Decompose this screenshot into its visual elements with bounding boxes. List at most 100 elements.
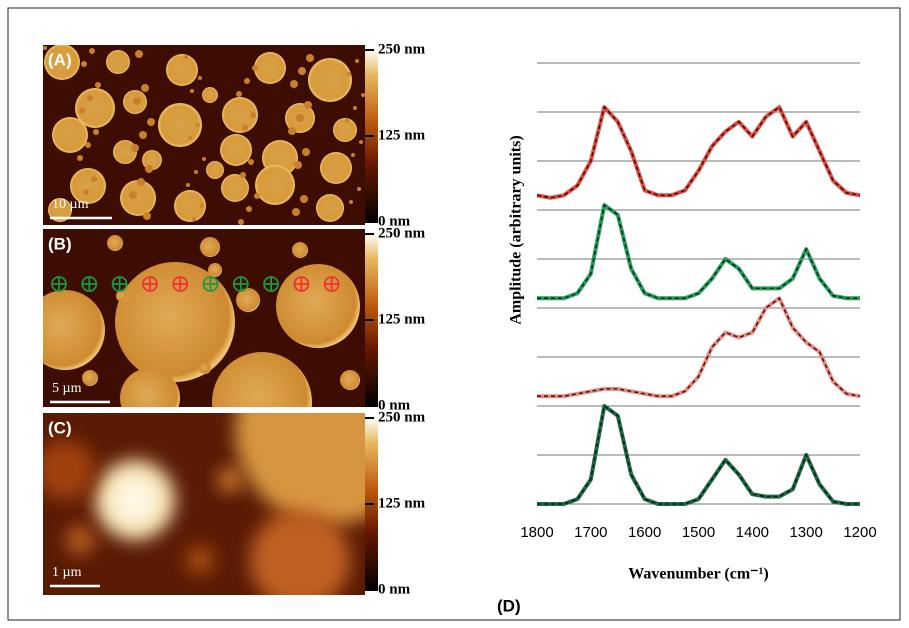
- colorbar-label: 250 nm: [378, 41, 426, 57]
- small-droplet: [95, 82, 101, 88]
- small-droplet: [186, 183, 190, 187]
- small-droplet: [85, 142, 91, 148]
- scale-bar-label: 10 µm: [52, 197, 89, 212]
- small-droplet: [238, 219, 244, 225]
- scale-bar-label: 1 µm: [52, 565, 82, 580]
- droplet: [25, 290, 105, 370]
- small-droplet: [248, 159, 254, 165]
- small-droplet: [246, 206, 252, 212]
- small-droplet: [188, 136, 192, 140]
- droplet: [200, 237, 220, 257]
- blob: [250, 510, 350, 610]
- small-droplet: [242, 125, 248, 131]
- colorbar-label: 250 nm: [378, 225, 426, 241]
- droplet: [106, 50, 130, 74]
- spectrum: [537, 107, 860, 198]
- spectrum: [537, 298, 860, 396]
- small-droplet: [298, 67, 306, 75]
- small-droplet: [288, 127, 296, 135]
- droplet: [220, 134, 252, 166]
- small-droplet: [83, 189, 89, 195]
- small-droplet: [184, 55, 188, 59]
- small-droplet: [91, 176, 97, 182]
- colorbar-label: 0 nm: [378, 581, 411, 597]
- small-droplet: [43, 46, 47, 50]
- small-droplet: [349, 200, 353, 204]
- small-droplet: [355, 59, 359, 63]
- small-droplet: [145, 165, 153, 173]
- small-droplet: [77, 155, 83, 161]
- small-droplet: [190, 89, 194, 93]
- figure: 1800170016001500140013001200Wavenumber (…: [0, 0, 909, 628]
- droplet: [120, 180, 156, 216]
- small-droplet: [147, 118, 155, 126]
- small-droplet: [236, 91, 242, 97]
- small-droplet: [290, 80, 298, 88]
- small-droplet: [81, 61, 87, 67]
- small-droplet: [357, 187, 361, 191]
- small-droplet: [292, 208, 300, 216]
- small-droplet: [131, 144, 139, 152]
- panel-label: (D): [497, 596, 521, 615]
- droplet: [340, 370, 360, 390]
- blob: [113, 478, 157, 522]
- colorbar-label: 125 nm: [378, 495, 426, 511]
- blob: [35, 440, 95, 500]
- droplet: [107, 235, 123, 251]
- x-tick-label: 1600: [628, 524, 661, 541]
- x-tick-label: 1500: [682, 524, 715, 541]
- y-axis-label: Amplitude (arbitrary units): [508, 135, 525, 324]
- small-droplet: [93, 129, 99, 135]
- small-droplet: [87, 95, 93, 101]
- droplet: [199, 362, 211, 374]
- small-droplet: [302, 148, 310, 156]
- panel-label: (B): [48, 234, 72, 253]
- small-droplet: [202, 157, 206, 161]
- small-droplet: [137, 178, 145, 186]
- spectrum-fit: [537, 107, 860, 198]
- droplet: [254, 52, 286, 84]
- droplet: [292, 242, 308, 258]
- small-droplet: [196, 123, 200, 127]
- small-droplet: [89, 48, 95, 54]
- x-tick-label: 1200: [843, 524, 876, 541]
- small-droplet: [252, 65, 258, 71]
- droplet: [116, 290, 128, 302]
- colorbar-label: 125 nm: [378, 311, 426, 327]
- small-droplet: [79, 108, 85, 114]
- droplet: [255, 165, 295, 205]
- colorbar-label: 250 nm: [378, 409, 426, 425]
- small-droplet: [304, 101, 312, 109]
- small-droplet: [240, 172, 246, 178]
- droplet: [221, 174, 249, 202]
- panel-label: (A): [48, 50, 72, 69]
- droplet: [208, 263, 222, 277]
- small-droplet: [353, 106, 357, 110]
- x-tick-label: 1300: [789, 524, 822, 541]
- small-droplet: [345, 119, 349, 123]
- small-droplet: [143, 212, 151, 220]
- small-droplet: [296, 114, 304, 122]
- small-droplet: [347, 72, 351, 76]
- blob: [186, 546, 214, 574]
- small-droplet: [300, 195, 308, 203]
- small-droplet: [306, 54, 314, 62]
- small-droplet: [194, 170, 198, 174]
- colorbar-label: 125 nm: [378, 127, 426, 143]
- small-droplet: [361, 93, 365, 97]
- small-droplet: [254, 193, 260, 199]
- droplet: [320, 152, 352, 184]
- spectra-chart: 1800170016001500140013001200Wavenumber (…: [497, 63, 877, 615]
- small-droplet: [359, 140, 363, 144]
- x-tick-label: 1800: [520, 524, 553, 541]
- small-droplet: [244, 78, 250, 84]
- spectrum: [537, 205, 860, 298]
- panel-label: (C): [48, 418, 72, 437]
- blob: [218, 468, 242, 492]
- droplet: [202, 87, 218, 103]
- x-axis-label: Wavenumber (cm⁻¹): [628, 566, 768, 583]
- droplet: [316, 194, 344, 222]
- droplet: [52, 117, 88, 153]
- x-tick-label: 1400: [736, 524, 769, 541]
- droplet: [113, 140, 137, 164]
